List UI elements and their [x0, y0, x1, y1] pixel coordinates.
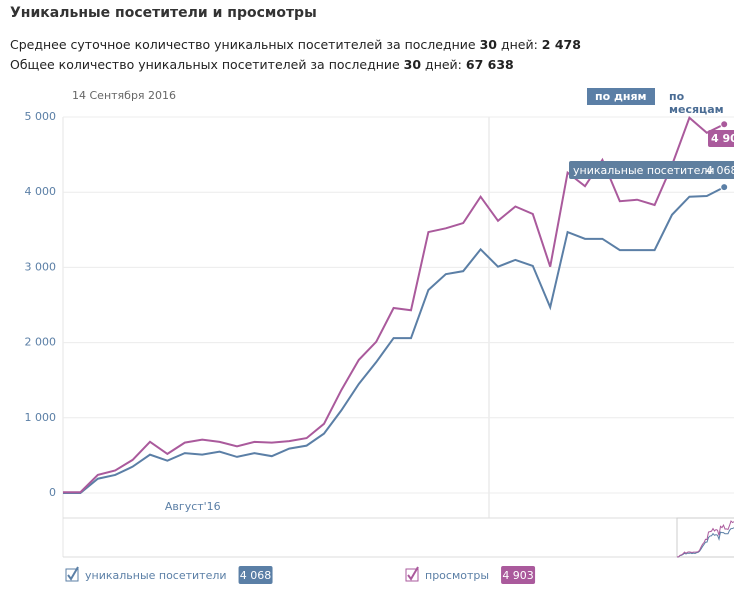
- y-tick-label: 2 000: [25, 336, 57, 349]
- text: Среднее суточное количество уникальных п…: [10, 37, 480, 52]
- stat-line: Общее количество уникальных посетителей …: [10, 57, 514, 72]
- legend-badge: [238, 566, 273, 584]
- y-tick-label: 3 000: [25, 260, 57, 273]
- hover-point: [720, 120, 729, 129]
- tooltip-bg: [569, 161, 734, 179]
- y-tick-label: 1 000: [25, 411, 57, 424]
- hover-point: [720, 183, 729, 192]
- legend-label: уникальные посетители: [85, 569, 227, 582]
- text: Общее количество уникальных посетителей …: [10, 57, 404, 72]
- day-button[interactable]: по дням: [587, 88, 655, 105]
- legend-badge: [501, 566, 536, 584]
- text: дней:: [421, 57, 466, 72]
- stat-line: Среднее суточное количество уникальных п…: [10, 37, 581, 52]
- y-tick-label: 5 000: [25, 110, 57, 123]
- date: 14 Сентября 2016: [72, 89, 177, 102]
- legend-value: 4 903: [502, 569, 534, 582]
- month-button[interactable]: по месяцам: [669, 90, 724, 116]
- check-mark: [67, 566, 79, 581]
- nav-line: [677, 527, 734, 558]
- days: 30: [479, 37, 497, 52]
- nav-window[interactable]: [676, 517, 734, 558]
- title: Уникальные посетители и просмотры: [10, 5, 317, 21]
- value: 2 478: [541, 37, 581, 52]
- check-mark: [407, 566, 419, 581]
- y-tick-label: 0: [49, 486, 56, 499]
- nav-line: [677, 520, 734, 558]
- tooltip-name: уникальные посетители: [573, 164, 715, 177]
- legend-label: просмотры: [425, 569, 489, 582]
- days: 30: [403, 57, 422, 72]
- x-tick-label: Август'16: [165, 500, 221, 513]
- series-line: [63, 186, 725, 494]
- value-tag-bg: [708, 130, 734, 147]
- value-tag: 4 903: [711, 132, 734, 145]
- series-line: [63, 116, 725, 494]
- value: 67 638: [465, 57, 514, 72]
- y-tick-label: 4 000: [25, 185, 57, 198]
- text: дней:: [497, 37, 542, 52]
- tooltip-value: 4 068: [706, 164, 734, 177]
- legend-value: 4 068: [240, 569, 272, 582]
